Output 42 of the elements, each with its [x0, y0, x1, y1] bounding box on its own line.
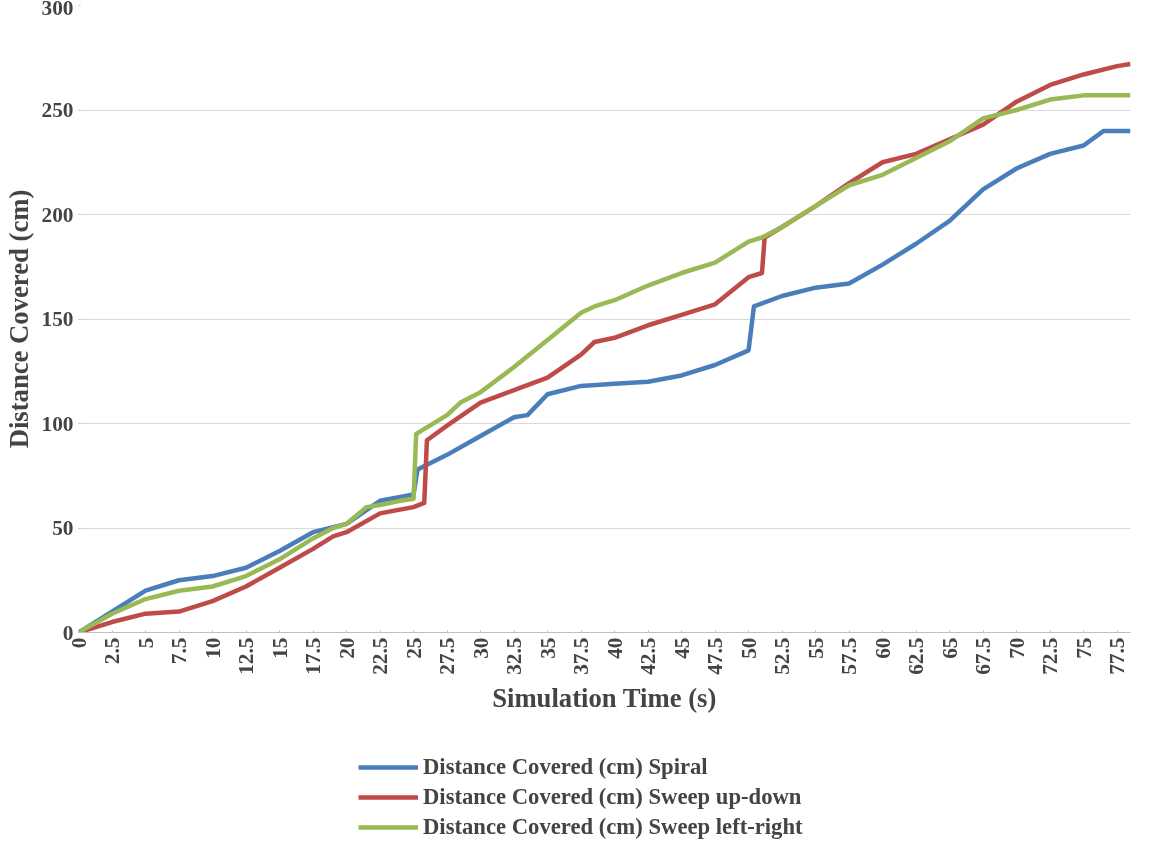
x-tick-label: 17.5: [301, 637, 326, 675]
x-tick-label: 75: [1071, 637, 1096, 659]
y-tick-label: 250: [41, 98, 74, 122]
x-tick-label: 30: [468, 637, 493, 659]
x-tick-label: 70: [1004, 637, 1029, 659]
y-tick-label: 150: [41, 307, 74, 331]
x-tick-label: 5: [133, 637, 158, 649]
x-tick-label: 47.5: [703, 637, 728, 675]
x-tick-label: 2.5: [100, 637, 124, 665]
y-axis-title: Distance Covered (cm): [3, 189, 34, 449]
x-tick-label: 45: [669, 637, 694, 659]
x-tick-label: 50: [736, 637, 761, 659]
x-tick-label: 55: [803, 637, 828, 659]
x-tick-label: 27.5: [435, 637, 460, 675]
x-axis-title: Simulation Time (s): [492, 682, 717, 713]
x-tick-label: 37.5: [569, 637, 594, 675]
y-tick-label: 100: [41, 411, 74, 436]
x-tick-label: 10: [200, 637, 225, 659]
legend-label: Distance Covered (cm) Sweep up-down: [423, 784, 802, 810]
x-tick-label: 12.5: [234, 637, 259, 675]
x-tick-label: 52.5: [770, 637, 795, 675]
x-tick-label: 32.5: [502, 637, 527, 675]
x-tick-label: 62.5: [904, 637, 929, 675]
x-tick-label: 72.5: [1038, 637, 1063, 675]
x-tick-label: 20: [334, 637, 359, 659]
x-tick-label: 25: [401, 637, 426, 659]
x-tick-label: 15: [267, 637, 292, 659]
x-tick-label: 40: [602, 637, 627, 659]
x-tick-label: 22.5: [368, 637, 393, 675]
y-tick-label: 300: [41, 0, 74, 20]
x-tick-label: 7.5: [167, 637, 192, 665]
x-tick-label: 77.5: [1105, 637, 1130, 675]
x-tick-label: 57.5: [837, 637, 862, 675]
x-tick-label: 65: [937, 637, 962, 659]
y-tick-label: 50: [52, 516, 74, 540]
x-tick-label: 67.5: [971, 637, 996, 675]
x-tick-label: 35: [535, 637, 560, 659]
y-tick-label: 200: [41, 202, 74, 227]
x-tick-label: 60: [870, 637, 895, 659]
legend-label: Distance Covered (cm) Sweep left-right: [423, 814, 803, 840]
legend-label: Distance Covered (cm) Spiral: [423, 754, 708, 780]
x-tick-label: 42.5: [636, 637, 661, 675]
